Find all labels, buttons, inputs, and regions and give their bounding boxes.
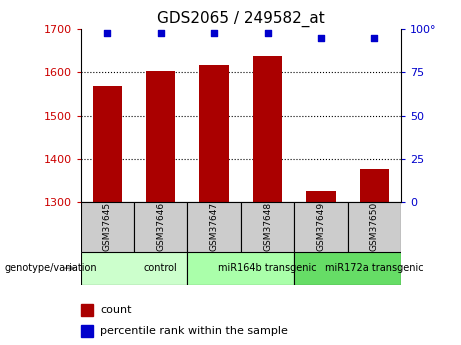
Bar [294,202,348,252]
Point [157,30,165,36]
Point [371,35,378,41]
Text: count: count [100,305,131,315]
Text: miR172a transgenic: miR172a transgenic [325,263,424,273]
Point [211,30,218,36]
Text: GSM37645: GSM37645 [103,202,112,252]
Bar [241,202,294,252]
Bar [360,169,389,202]
Text: miR164b transgenic: miR164b transgenic [218,263,317,273]
Bar [81,325,94,337]
Text: GSM37647: GSM37647 [210,202,219,252]
Bar [134,202,188,252]
Title: GDS2065 / 249582_at: GDS2065 / 249582_at [157,10,325,27]
Text: GSM37648: GSM37648 [263,202,272,252]
Bar [188,252,294,285]
Bar [253,56,282,202]
Text: GSM37649: GSM37649 [316,202,325,252]
Text: percentile rank within the sample: percentile rank within the sample [100,326,288,336]
Bar [294,252,401,285]
Bar [306,191,336,202]
Bar [200,65,229,202]
Point [104,30,111,36]
Text: genotype/variation: genotype/variation [5,263,97,273]
Bar [146,71,176,202]
Point [264,30,271,36]
Text: GSM37646: GSM37646 [156,202,165,252]
Bar [348,202,401,252]
Bar [81,304,94,316]
Bar [93,86,122,202]
Text: control: control [144,263,177,273]
Bar [81,252,188,285]
Text: GSM37650: GSM37650 [370,202,379,252]
Bar [81,202,134,252]
Point [317,35,325,41]
Bar [188,202,241,252]
